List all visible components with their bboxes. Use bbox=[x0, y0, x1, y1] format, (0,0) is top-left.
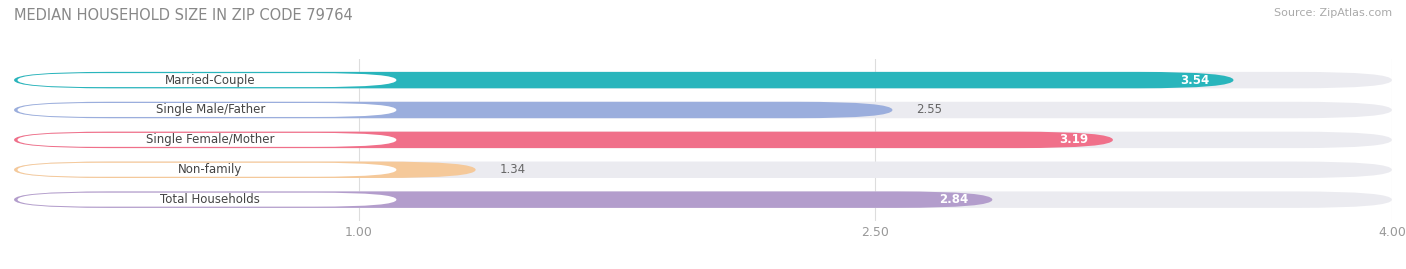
Text: Total Households: Total Households bbox=[160, 193, 260, 206]
Text: 1.34: 1.34 bbox=[499, 163, 526, 176]
Text: 3.54: 3.54 bbox=[1180, 74, 1209, 87]
FancyBboxPatch shape bbox=[14, 132, 1392, 148]
Text: MEDIAN HOUSEHOLD SIZE IN ZIP CODE 79764: MEDIAN HOUSEHOLD SIZE IN ZIP CODE 79764 bbox=[14, 8, 353, 23]
Text: Married-Couple: Married-Couple bbox=[165, 74, 256, 87]
FancyBboxPatch shape bbox=[17, 73, 396, 87]
FancyBboxPatch shape bbox=[14, 162, 1392, 178]
Text: 3.19: 3.19 bbox=[1060, 133, 1088, 146]
FancyBboxPatch shape bbox=[14, 192, 1392, 208]
FancyBboxPatch shape bbox=[17, 193, 396, 207]
FancyBboxPatch shape bbox=[14, 102, 1392, 118]
FancyBboxPatch shape bbox=[14, 72, 1233, 88]
FancyBboxPatch shape bbox=[14, 192, 993, 208]
Text: 2.55: 2.55 bbox=[917, 104, 942, 116]
Text: Single Male/Father: Single Male/Father bbox=[156, 104, 266, 116]
Text: Source: ZipAtlas.com: Source: ZipAtlas.com bbox=[1274, 8, 1392, 18]
Text: Single Female/Mother: Single Female/Mother bbox=[146, 133, 274, 146]
Text: Non-family: Non-family bbox=[179, 163, 243, 176]
FancyBboxPatch shape bbox=[17, 133, 396, 147]
FancyBboxPatch shape bbox=[17, 163, 396, 177]
FancyBboxPatch shape bbox=[14, 102, 893, 118]
Text: 2.84: 2.84 bbox=[939, 193, 969, 206]
FancyBboxPatch shape bbox=[14, 72, 1392, 88]
FancyBboxPatch shape bbox=[14, 162, 475, 178]
FancyBboxPatch shape bbox=[17, 103, 396, 117]
FancyBboxPatch shape bbox=[14, 132, 1114, 148]
